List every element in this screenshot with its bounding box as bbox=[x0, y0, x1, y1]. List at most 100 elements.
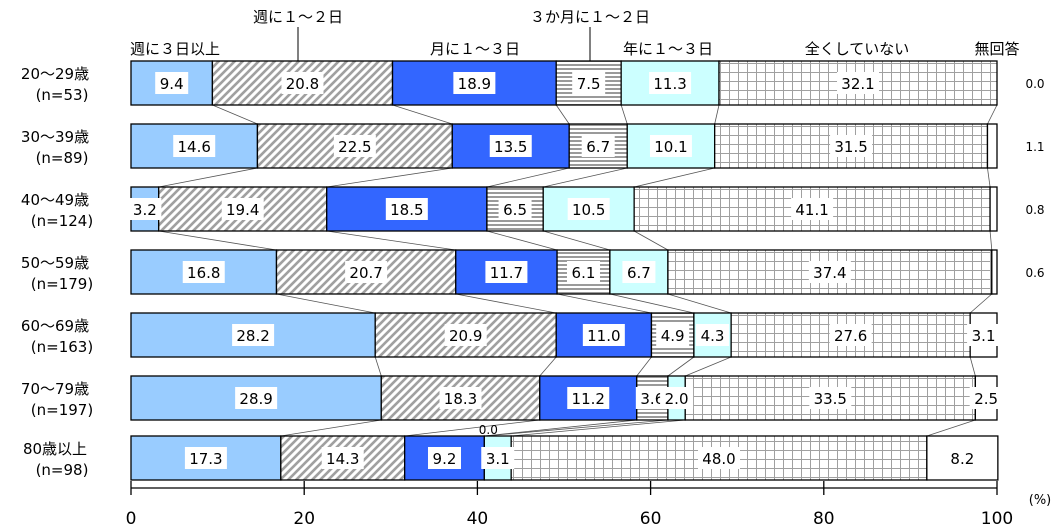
value-label: 22.5 bbox=[338, 138, 371, 156]
legend-label: ３か月に１～２日 bbox=[530, 8, 650, 26]
connector-line bbox=[633, 230, 669, 251]
value-label-bg bbox=[837, 72, 880, 94]
value-label-bg bbox=[481, 447, 515, 469]
bar-segment bbox=[926, 435, 999, 481]
value-label: 10.1 bbox=[654, 138, 687, 156]
value-label-bg bbox=[696, 324, 730, 346]
value-label-bg bbox=[485, 261, 528, 283]
value-label-bg bbox=[572, 72, 606, 94]
value-label: 0.8 bbox=[1025, 203, 1044, 217]
value-label-bg bbox=[235, 387, 278, 409]
value-label: 1.1 bbox=[1025, 140, 1044, 154]
bar-segment bbox=[555, 312, 653, 358]
connector-line bbox=[620, 104, 628, 125]
value-label: 6.7 bbox=[627, 264, 651, 282]
connector-line bbox=[539, 356, 557, 377]
value-label: 11.7 bbox=[490, 264, 523, 282]
bar-segment bbox=[986, 123, 998, 169]
value-label-bg bbox=[281, 72, 324, 94]
bar-segment bbox=[991, 249, 998, 295]
unit-label: (%) bbox=[1029, 493, 1052, 508]
value-label: 0.0 bbox=[1025, 77, 1044, 91]
connector-line bbox=[511, 419, 686, 437]
category-label: 20～29歳 bbox=[21, 65, 89, 83]
connector-line bbox=[969, 356, 976, 377]
category-label: 60～69歳 bbox=[21, 317, 89, 335]
connector-lines bbox=[158, 104, 998, 437]
category-n-label: (n=89) bbox=[36, 149, 89, 167]
value-label-bg bbox=[649, 72, 692, 94]
x-tick-label: 20 bbox=[293, 509, 315, 527]
value-label: 0.0 bbox=[479, 423, 498, 437]
category-label: 80歳以上 bbox=[23, 440, 87, 458]
connector-line bbox=[634, 167, 715, 188]
value-label: 28.9 bbox=[239, 390, 272, 408]
value-label-bg bbox=[385, 198, 428, 220]
legend-label: 年に１～３日 bbox=[623, 40, 713, 58]
value-label: 28.2 bbox=[236, 327, 269, 345]
connector-line bbox=[404, 419, 540, 437]
x-tick-label: 100 bbox=[981, 509, 1013, 527]
connector-line bbox=[989, 230, 993, 251]
value-label: 14.3 bbox=[326, 450, 359, 468]
connector-line bbox=[543, 230, 611, 251]
value-label: 0.6 bbox=[1025, 266, 1044, 280]
value-label: 3.2 bbox=[133, 201, 157, 219]
category-n-label: (n=179) bbox=[31, 275, 93, 293]
connector-line bbox=[556, 293, 652, 314]
value-label-bg bbox=[791, 198, 834, 220]
value-label: 2.5 bbox=[974, 390, 998, 408]
connector-line bbox=[280, 419, 382, 437]
x-tick-label: 60 bbox=[640, 509, 662, 527]
value-label-bg bbox=[656, 324, 690, 346]
connector-line bbox=[392, 104, 453, 125]
category-label: 40～49歳 bbox=[21, 191, 89, 209]
value-label: 9.4 bbox=[160, 75, 184, 93]
value-label: 10.5 bbox=[572, 201, 605, 219]
value-label: 48.0 bbox=[702, 450, 735, 468]
bar-segment bbox=[130, 375, 382, 421]
value-label: 41.1 bbox=[795, 201, 828, 219]
value-label-bg bbox=[182, 261, 225, 283]
category-label: 30～39歳 bbox=[21, 128, 89, 146]
legend-label: 全くしていない bbox=[805, 40, 910, 58]
value-label-bg bbox=[321, 447, 364, 469]
connector-line bbox=[486, 230, 558, 251]
connector-line bbox=[969, 293, 993, 314]
value-label: 9.2 bbox=[433, 450, 457, 468]
connector-line bbox=[667, 356, 695, 377]
value-label: 6.5 bbox=[503, 201, 527, 219]
value-label-bg bbox=[581, 135, 615, 157]
value-label-bg bbox=[173, 135, 216, 157]
value-label: 18.9 bbox=[458, 75, 491, 93]
category-labels-group: 20～29歳 (n=53) 30～39歳 (n=89) 40～49歳 (n=124) 50～… bbox=[21, 65, 93, 479]
connector-line bbox=[667, 293, 732, 314]
value-label: 31.5 bbox=[834, 138, 867, 156]
value-label-bg bbox=[427, 447, 461, 469]
connector-line bbox=[158, 230, 277, 251]
connector-line bbox=[455, 293, 557, 314]
category-label: 50～59歳 bbox=[21, 254, 89, 272]
value-label-bg bbox=[829, 324, 872, 346]
value-label: 18.3 bbox=[444, 390, 477, 408]
connector-line bbox=[555, 104, 570, 125]
value-label: 32.1 bbox=[841, 75, 874, 93]
value-label: 14.6 bbox=[178, 138, 211, 156]
bar-segment bbox=[989, 186, 998, 232]
bar-segment bbox=[633, 186, 991, 232]
legend-label: 週に１～２日 bbox=[253, 8, 343, 26]
category-n-label: (n=197) bbox=[31, 401, 93, 419]
x-axis: 0 20 40 60 80 100 (%) bbox=[126, 481, 1052, 527]
value-label-bg bbox=[660, 387, 694, 409]
value-label: 18.5 bbox=[390, 201, 423, 219]
connector-line bbox=[987, 167, 991, 188]
connector-line bbox=[212, 104, 258, 125]
value-label-bg bbox=[808, 261, 851, 283]
value-label: 11.0 bbox=[587, 327, 620, 345]
value-label: 3.1 bbox=[972, 327, 996, 345]
value-label-bg bbox=[567, 198, 610, 220]
value-label: 17.3 bbox=[189, 450, 222, 468]
value-label-bg bbox=[830, 135, 873, 157]
